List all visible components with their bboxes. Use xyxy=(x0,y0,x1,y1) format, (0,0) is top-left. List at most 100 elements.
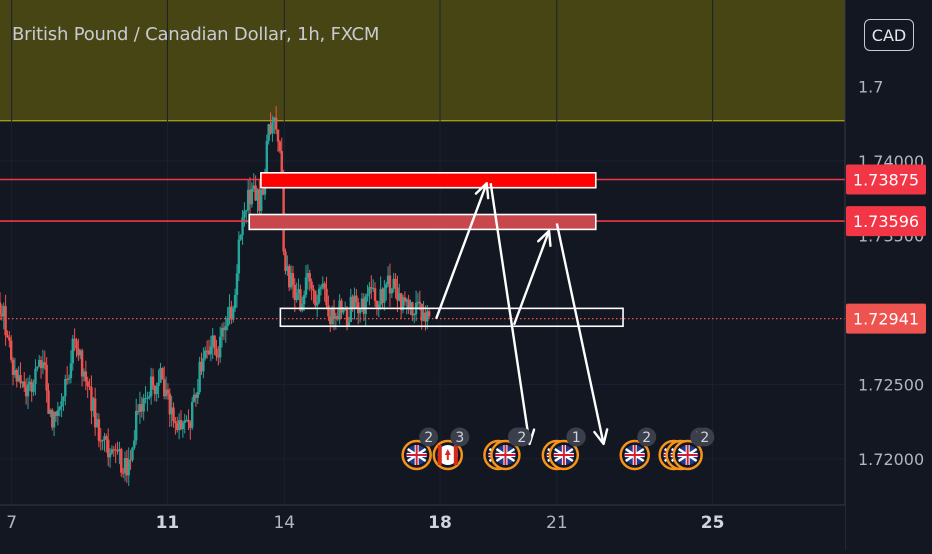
candle-body xyxy=(179,420,183,430)
candle-body xyxy=(426,311,429,322)
time-tick-label: 21 xyxy=(546,513,568,533)
candle-body xyxy=(267,124,270,141)
candle-body xyxy=(254,185,257,201)
candle-body xyxy=(340,300,343,313)
candle-body xyxy=(64,378,67,397)
candle-body xyxy=(377,304,380,308)
price-tick-label-partial: 1.7 xyxy=(858,77,883,96)
candle-body xyxy=(347,322,351,326)
candle-body xyxy=(36,366,39,369)
candle-body xyxy=(269,124,272,134)
event-count: 2 xyxy=(700,430,709,446)
candle-body xyxy=(187,419,190,423)
candle-body xyxy=(153,385,157,395)
candle-body xyxy=(86,381,89,387)
candle-body xyxy=(297,289,300,294)
candle-body xyxy=(314,290,317,306)
candle-body xyxy=(120,449,123,473)
candle-body xyxy=(213,335,216,349)
uk-flag-icon xyxy=(401,439,432,471)
candle-body xyxy=(427,311,431,317)
candle-body xyxy=(51,410,54,428)
candle-body xyxy=(413,314,416,316)
candle-body xyxy=(71,338,74,364)
candle-body xyxy=(118,449,121,452)
economic-events: 2322101272 xyxy=(401,427,715,471)
event-count-badge xyxy=(566,427,586,447)
candle-body xyxy=(47,390,50,414)
candle-body xyxy=(336,315,339,320)
candle-body xyxy=(69,363,73,379)
candle-body xyxy=(37,360,41,367)
candle-body xyxy=(353,295,356,308)
candle-body xyxy=(127,459,130,476)
event-count: 2 xyxy=(642,430,651,446)
candle-body xyxy=(364,296,367,314)
chart-title: British Pound / Canadian Dollar, 1h, FXC… xyxy=(12,24,380,45)
candle-body xyxy=(92,398,95,411)
candle-body xyxy=(224,326,227,331)
candle-body xyxy=(237,239,241,274)
candle-body xyxy=(233,294,237,309)
candle-body xyxy=(222,327,226,331)
candle-body xyxy=(90,387,93,411)
price-tick-label: 1.72500 xyxy=(858,375,924,394)
resistance-zone-box xyxy=(260,172,597,189)
candle-body xyxy=(11,359,15,375)
candle-body xyxy=(230,306,233,320)
candle-body xyxy=(317,288,321,303)
candle-body xyxy=(32,384,35,392)
candle-body xyxy=(198,361,201,393)
candle-body xyxy=(370,287,373,289)
candle-body xyxy=(155,386,158,395)
candle-body xyxy=(54,412,58,416)
candle-body xyxy=(379,289,382,305)
candle-body xyxy=(278,141,282,152)
candle-body xyxy=(4,306,7,336)
candle-body xyxy=(261,189,265,195)
candle-body xyxy=(368,287,371,294)
candle-body xyxy=(73,338,76,341)
time-axis-panel[interactable] xyxy=(0,505,845,550)
candle-body xyxy=(101,440,104,442)
candle-body xyxy=(256,189,259,201)
price-level-value: 1.73596 xyxy=(853,212,919,231)
candle-body xyxy=(177,420,181,431)
candle-body xyxy=(144,398,147,400)
uk-flag-icon xyxy=(672,439,703,471)
candle-body xyxy=(148,396,151,398)
event-count-badge xyxy=(695,427,715,447)
candle-body xyxy=(58,406,61,411)
candle-body xyxy=(62,396,65,402)
event-count: 3 xyxy=(455,430,464,446)
candle-body xyxy=(209,346,213,355)
flag-band xyxy=(453,445,458,465)
candle-body xyxy=(396,287,399,301)
candle-body xyxy=(131,447,134,461)
candle-body xyxy=(26,384,30,397)
candle-body xyxy=(41,362,45,369)
candle-body xyxy=(157,382,160,387)
candle-body xyxy=(13,370,17,375)
arrow-shaft xyxy=(489,183,531,445)
candle-body xyxy=(319,287,323,289)
candle-body xyxy=(345,308,349,326)
arrow-shaft xyxy=(512,230,551,326)
candle-body xyxy=(170,407,173,415)
candle-body xyxy=(424,312,427,322)
currency-badge[interactable]: CAD xyxy=(864,19,914,51)
candle-body xyxy=(358,308,362,314)
candle-body xyxy=(189,422,192,428)
candle-body xyxy=(355,295,358,303)
time-tick-label: 18 xyxy=(428,513,452,533)
candle-body xyxy=(161,368,164,380)
candle-body xyxy=(329,316,332,325)
candle-body xyxy=(373,288,377,301)
candle-body xyxy=(112,449,116,451)
candle-body xyxy=(381,289,384,303)
candle-body xyxy=(176,423,179,431)
candle-body xyxy=(125,458,129,476)
price-axis-panel[interactable] xyxy=(845,0,932,550)
